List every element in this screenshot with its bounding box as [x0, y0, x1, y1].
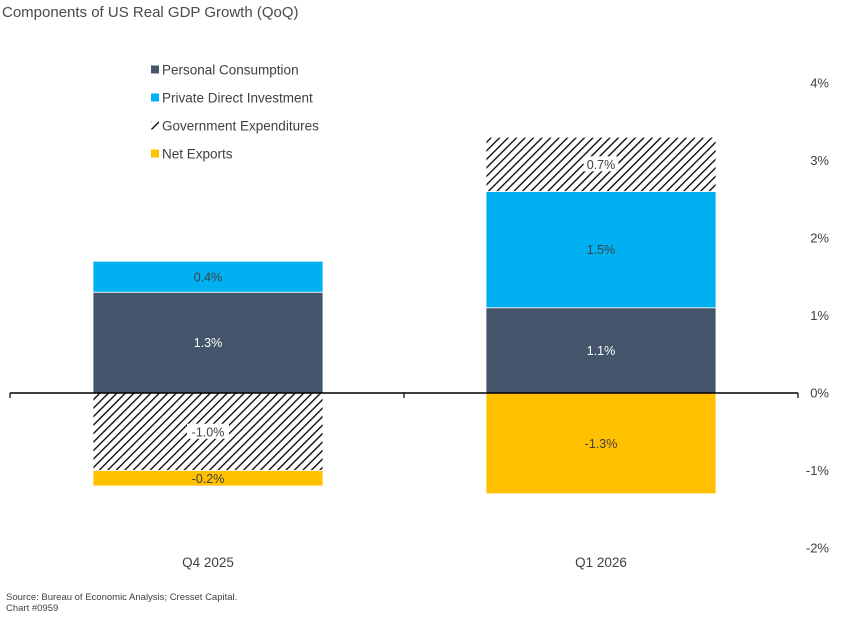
x-category-label-q1-2026: Q1 2026 — [575, 555, 627, 570]
bars: 1.3% 0.4% -1.0% -0.2% 1.1% 1.5% 0.7% -1.3% — [92, 136, 717, 495]
x-category-label-q4-2025: Q4 2025 — [182, 555, 234, 570]
axis: 4% 3% 2% 1% 0% -1% -2% Q4 2025 Q1 2026 — [9, 76, 830, 570]
bar-net-exports-q4-2025 — [92, 470, 324, 487]
bar-government-expenditures-q1-2026 — [485, 136, 717, 192]
data-label-bg-government-expenditures-q1-2026 — [583, 156, 619, 172]
legend-label-private-direct-investment: Private Direct Investment — [162, 91, 313, 106]
bar-private-direct-investment-q4-2025 — [92, 260, 324, 293]
y-tick-label: 1% — [810, 308, 829, 323]
y-tick-label: 3% — [810, 153, 829, 168]
legend-swatch-net-exports — [151, 149, 159, 158]
chart-title: Components of US Real GDP Growth (QoQ) — [2, 4, 299, 21]
data-label-personal-consumption-q4-2025: 1.3% — [194, 336, 223, 350]
data-label-bg-government-expenditures-q4-2025 — [187, 423, 229, 439]
y-tick-label: 4% — [810, 76, 829, 91]
legend-swatch-personal-consumption — [151, 65, 159, 74]
y-tick-label: 2% — [810, 231, 829, 246]
chart-id: Chart #0959 — [6, 603, 58, 614]
data-label-government-expenditures-q4-2025: -1.0% — [192, 425, 225, 439]
legend-label-personal-consumption: Personal Consumption — [162, 63, 299, 78]
data-label-government-expenditures-q1-2026: 0.7% — [587, 158, 616, 172]
y-tick-label: -1% — [806, 463, 830, 478]
bar-net-exports-q1-2026 — [485, 392, 717, 495]
data-label-private-direct-investment-q4-2025: 0.4% — [194, 270, 223, 284]
data-label-private-direct-investment-q1-2026: 1.5% — [587, 243, 616, 257]
legend-label-net-exports: Net Exports — [162, 147, 233, 162]
bar-personal-consumption-q4-2025 — [92, 291, 324, 394]
legend: Personal Consumption Private Direct Inves… — [151, 63, 319, 162]
y-tick-label: -2% — [806, 541, 830, 556]
data-label-net-exports-q4-2025: -0.2% — [192, 472, 225, 486]
legend-label-government-expenditures: Government Expenditures — [162, 119, 319, 134]
bar-private-direct-investment-q1-2026 — [485, 191, 717, 309]
data-label-net-exports-q1-2026: -1.3% — [585, 437, 618, 451]
y-tick-label: 0% — [810, 386, 829, 401]
legend-swatch-government-expenditures — [151, 121, 159, 130]
legend-swatch-private-direct-investment — [151, 93, 159, 102]
source-note: Source: Bureau of Economic Analysis; Cre… — [6, 592, 237, 603]
data-label-personal-consumption-q1-2026: 1.1% — [587, 344, 616, 358]
